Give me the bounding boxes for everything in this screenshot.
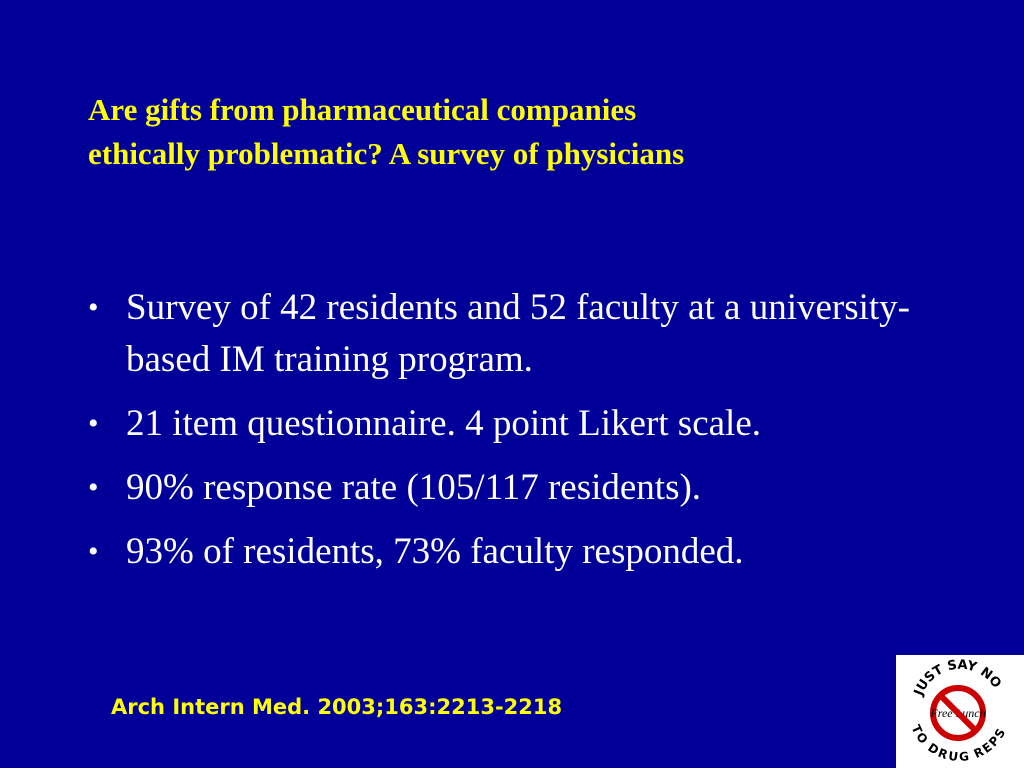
bullet-dot: • xyxy=(88,291,99,324)
bullet-item: • Survey of 42 residents and 52 faculty … xyxy=(88,282,948,386)
bullet-dot: • xyxy=(88,407,99,440)
bullet-text: 93% of residents, 73% faculty responded. xyxy=(126,531,744,572)
bullet-dot: • xyxy=(88,471,99,504)
citation: Arch Intern Med. 2003;163:2213-2218 xyxy=(111,695,563,719)
bullet-item: • 93% of residents, 73% faculty responde… xyxy=(88,526,948,578)
bullet-item: • 90% response rate (105/117 residents). xyxy=(88,462,948,514)
bullet-text: Survey of 42 residents and 52 faculty at… xyxy=(126,287,910,380)
prohibition-slash xyxy=(937,692,979,734)
no-free-lunch-icon: JUST SAY NO TO DRUG REPS Free Lunch xyxy=(909,658,1009,764)
bullet-item: • 21 item questionnaire. 4 point Likert … xyxy=(88,398,948,450)
bullet-list: • Survey of 42 residents and 52 faculty … xyxy=(88,282,948,590)
no-drug-reps-logo: JUST SAY NO TO DRUG REPS Free Lunch xyxy=(896,655,1024,768)
title-line-2: ethically problematic? A survey of physi… xyxy=(88,136,685,171)
slide-title: Are gifts from pharmaceutical companies … xyxy=(88,88,908,176)
title-line-1: Are gifts from pharmaceutical companies xyxy=(88,92,637,127)
bullet-text: 21 item questionnaire. 4 point Likert sc… xyxy=(126,403,761,444)
bullet-text: 90% response rate (105/117 residents). xyxy=(126,467,702,508)
bullet-dot: • xyxy=(88,535,99,568)
